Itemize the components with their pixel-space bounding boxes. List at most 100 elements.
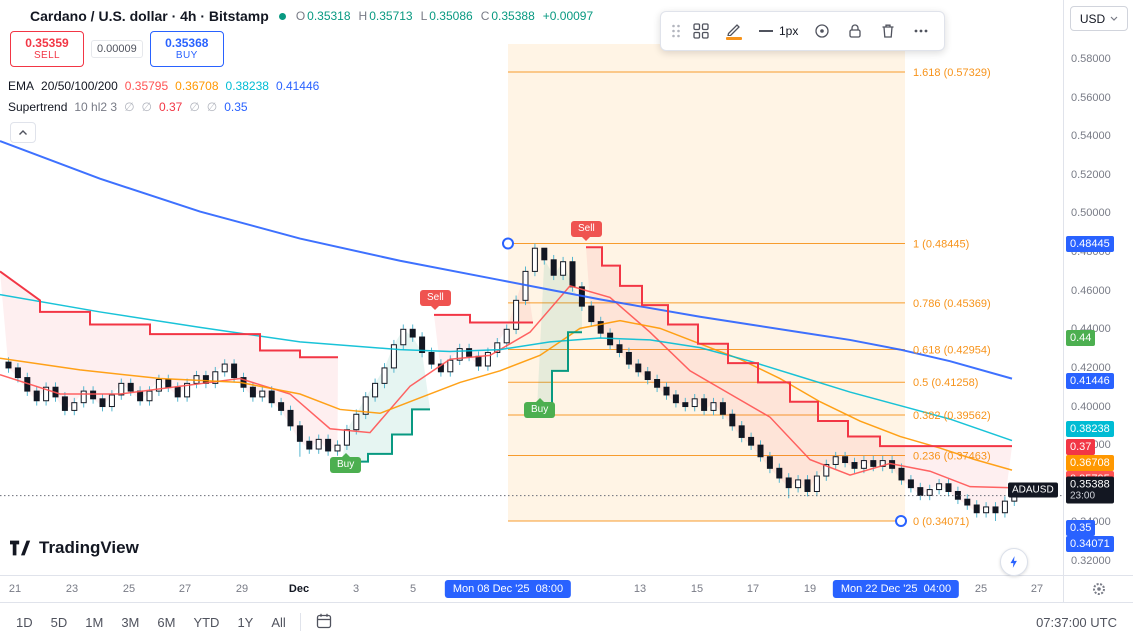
supertrend-line[interactable] [342,408,430,463]
ohlc-pair: C 0.35388 [480,9,535,23]
candle-body [682,402,689,408]
line-width-button[interactable]: 1px [752,16,804,46]
candle-body [917,487,924,496]
candle-body [964,498,971,506]
candle-body [381,367,388,384]
fib-level-label: 0.618 (0.42954) [913,345,991,357]
range-button-6m[interactable]: 6M [157,614,176,630]
settings-button[interactable] [807,16,837,46]
ema-line[interactable] [0,285,1013,489]
time-tick: 27 [178,583,192,595]
candle-body [870,460,877,467]
fib-anchor-handle[interactable] [895,515,907,528]
gear-icon[interactable] [1091,581,1107,597]
supertrend-value: ∅ [124,100,135,114]
legend-supertrend-params: 10 hl2 3 [74,100,118,114]
clock-utc[interactable]: 07:37:00 UTC [1036,614,1117,630]
tradingview-logo[interactable]: TradingView [10,538,139,558]
candle-body [165,379,172,388]
candle-body [813,475,820,492]
market-status-icon [278,12,286,20]
legend-ema[interactable]: EMA 20/50/100/200 0.35795 0.36708 0.38238 0… [8,79,319,93]
tradingview-logo-text: TradingView [39,538,139,557]
candle-body [315,438,322,450]
range-button-3m[interactable]: 3M [121,614,140,630]
time-axis[interactable]: 21 23 25 27 29 Dec 3 5 13 15 17 19 25 27 Mon 08 Dec '2… [0,575,1063,602]
candle-body [597,321,604,334]
quick-trade-button[interactable] [1000,548,1028,576]
candle-body [372,382,379,398]
range-button-1m[interactable]: 1M [85,614,104,630]
ema-line[interactable] [0,319,1013,471]
supertrend-fill [537,259,582,410]
candle-body [466,348,473,357]
legend-supertrend[interactable]: Supertrend 10 hl2 3 ∅ ∅ 0.37 ∅ ∅ 0.35 [8,100,248,114]
axis-corner [1063,575,1133,602]
candle-body [898,467,905,481]
supertrend-line[interactable] [586,246,1012,448]
price-badge: 0.35 [1066,520,1096,536]
collapse-legend-button[interactable] [10,122,36,143]
chart-pane[interactable]: 1.618 (0.57329) 1 (0.48445) 0.786 (0.45369… [0,0,1063,576]
candle-body [475,355,482,367]
candle-body [155,379,162,392]
currency-label: USD [1079,11,1106,26]
buy-button[interactable]: 0.35368 BUY [149,31,224,67]
candle-body [907,479,914,489]
drawing-color-button[interactable] [719,16,749,46]
price-tick: 0.46000 [1071,284,1111,297]
candle-body [43,386,50,402]
range-button-5d[interactable]: 5D [50,614,68,630]
range-button-ytd[interactable]: YTD [193,614,220,630]
supertrend-line[interactable] [434,313,533,324]
ohlc-pair: H 0.35713 [358,9,413,23]
time-tick: Dec [288,583,310,595]
ema-line[interactable] [0,140,1013,380]
ohlc-values: O 0.35318 H 0.35713 L 0.35086 C 0.35388 +0.00097 [296,9,593,23]
candle-body [287,409,294,427]
price-badge: 0.35388 23:00 [1066,476,1114,504]
range-button-all[interactable]: All [271,614,286,630]
currency-selector[interactable]: USD [1070,6,1128,31]
candle-body [390,344,397,369]
price-badge: 0.34071 [1066,536,1114,552]
line-width-icon [759,30,773,32]
time-tick: 13 [633,583,647,595]
candle-body [823,463,830,477]
candle-body [268,390,275,404]
candle-body [879,460,886,467]
sell-button[interactable]: 0.35359 SELL [10,31,84,67]
candle-body [926,489,933,496]
toolbar-drag-handle[interactable] [669,16,683,46]
symbol-title[interactable]: Cardano / U.S. dollar · 4h · Bitstamp [30,8,269,24]
price-tick: 0.54000 [1071,130,1111,143]
lock-button[interactable] [840,16,870,46]
ema-line[interactable] [0,293,1013,442]
candle-body [80,390,87,404]
sell-signal-flag: Sell [571,221,602,241]
time-tick: 23 [65,583,79,595]
price-badge: 0.44 [1066,330,1096,346]
template-button[interactable] [686,16,716,46]
lightning-icon [1010,556,1017,568]
delete-button[interactable] [873,16,903,46]
time-tick: 19 [803,583,817,595]
active-color-swatch [726,37,742,40]
candle-body [569,261,576,288]
price-axis[interactable]: 0.58000 0.56000 0.54000 0.52000 0.50000 0.480… [1063,0,1133,575]
range-button-1y[interactable]: 1Y [237,614,254,630]
candle-body [992,506,999,514]
chart-canvas[interactable]: 1.618 (0.57329) 1 (0.48445) 0.786 (0.45369… [0,0,1063,575]
supertrend-value: 0.35 [224,100,248,114]
more-options-button[interactable] [906,16,936,46]
go-to-date-button[interactable] [315,612,333,633]
fib-anchor-handle[interactable] [502,237,514,250]
buy-signal-flag: Buy [330,453,362,473]
range-button-1d[interactable]: 1D [16,614,33,630]
supertrend-value: ∅ [141,100,152,114]
pencil-icon [727,24,740,36]
candle-body [108,394,115,408]
supertrend-line[interactable] [0,270,338,359]
price-badge: 0.41446 [1066,373,1114,389]
